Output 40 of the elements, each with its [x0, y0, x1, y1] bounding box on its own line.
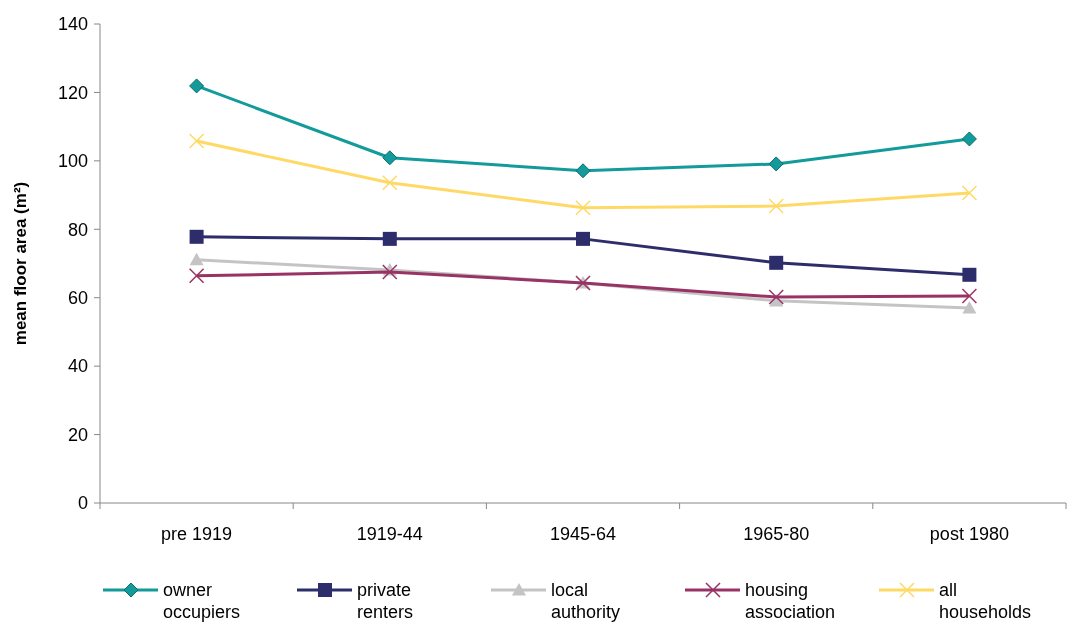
legend-label: private renters	[357, 580, 414, 622]
y-tick-label: 100	[57, 151, 88, 172]
y-tick-label: 20	[67, 424, 88, 445]
point	[382, 264, 398, 280]
point	[189, 252, 204, 266]
point	[188, 268, 205, 284]
point	[188, 133, 205, 149]
point	[961, 131, 977, 147]
x-tick-label: 1965-80	[743, 524, 810, 544]
y-tick-label: 120	[57, 82, 88, 103]
point	[768, 198, 784, 214]
point	[575, 163, 591, 179]
legend-label: all households	[939, 580, 1032, 622]
x-tick-label: 1945-64	[549, 524, 617, 544]
point	[382, 231, 397, 246]
point	[189, 78, 205, 94]
x-tick-label: post 1980	[929, 524, 1009, 544]
y-tick-label: 140	[57, 14, 88, 35]
point	[961, 185, 978, 201]
x-tick-label: 1919-44	[356, 524, 423, 544]
y-tick-label: 0	[77, 493, 88, 514]
point	[382, 175, 398, 191]
point	[189, 229, 204, 244]
legend-label: local authority	[551, 580, 621, 622]
point	[962, 267, 977, 282]
legend-label: owner occupiers	[163, 580, 241, 622]
y-tick-label: 80	[67, 219, 88, 240]
y-tick-label: 40	[67, 356, 88, 377]
point	[961, 288, 978, 304]
point	[768, 156, 784, 172]
point	[768, 289, 784, 305]
x-tick-label: pre 1919	[161, 524, 233, 544]
y-axis-title: mean floor area (m²)	[11, 181, 30, 346]
legend-label: housing association	[745, 580, 836, 622]
point	[962, 300, 977, 314]
point	[769, 255, 784, 270]
point	[575, 199, 591, 216]
point	[382, 150, 398, 166]
y-tick-label: 60	[67, 288, 88, 309]
point	[576, 231, 590, 246]
